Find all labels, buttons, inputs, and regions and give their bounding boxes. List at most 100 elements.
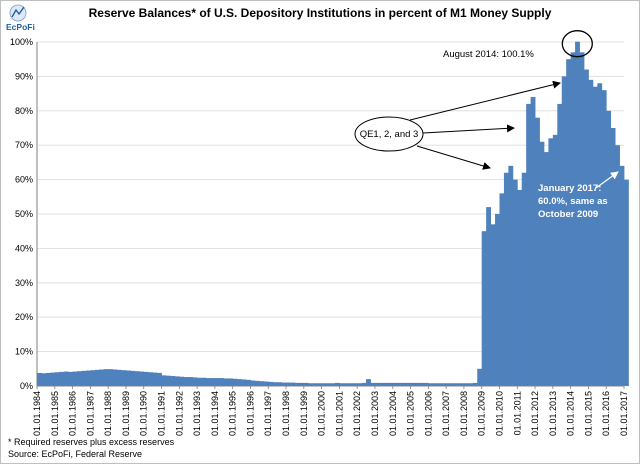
bar xyxy=(317,383,323,386)
bar xyxy=(299,382,305,386)
x-tick-label: 01.01.1998 xyxy=(281,391,291,436)
bar xyxy=(277,382,282,386)
bar xyxy=(308,383,314,386)
bar xyxy=(352,383,358,386)
bar xyxy=(63,371,69,386)
jan2017-arrow xyxy=(595,171,619,189)
bar xyxy=(143,371,149,386)
x-tick-label: 01.01.2008 xyxy=(459,391,469,436)
bar xyxy=(85,370,91,386)
x-tick-label: 01.01.2010 xyxy=(494,391,504,436)
bar xyxy=(205,378,211,386)
x-tick-label: 01.01.2013 xyxy=(548,391,558,436)
bar xyxy=(526,103,532,387)
peak-highlight-circle xyxy=(561,30,593,58)
x-tick-label: 01.01.1987 xyxy=(85,391,95,436)
bar xyxy=(348,383,354,386)
bar xyxy=(495,214,500,386)
bar xyxy=(401,382,407,386)
bar xyxy=(125,370,131,386)
bar xyxy=(397,382,403,386)
footnote-source: Source: EcPoFi, Federal Reserve xyxy=(8,449,142,459)
bar xyxy=(575,41,580,386)
x-tick-label: 01.01.2004 xyxy=(388,391,398,436)
bar xyxy=(214,378,220,386)
y-tick-label: 70% xyxy=(15,140,33,150)
bar xyxy=(103,369,109,386)
bar xyxy=(624,179,629,386)
bar xyxy=(512,179,518,386)
bar xyxy=(552,134,558,386)
x-tick-label: 01.01.1990 xyxy=(139,391,149,436)
bar xyxy=(503,172,509,386)
x-tick-label: 01.01.1984 xyxy=(32,391,42,436)
x-tick-label: 01.01.2001 xyxy=(334,391,344,436)
bar xyxy=(192,377,198,386)
bar xyxy=(254,380,260,386)
y-tick-label: 30% xyxy=(15,278,33,288)
bar xyxy=(486,207,491,386)
bar xyxy=(174,376,180,386)
bar xyxy=(148,372,154,386)
bar xyxy=(210,378,216,386)
bar xyxy=(583,69,589,387)
bar xyxy=(392,382,398,386)
bar xyxy=(241,379,247,386)
x-tick-label: 01.01.1991 xyxy=(157,391,167,436)
x-tick-label: 01.01.2000 xyxy=(317,391,327,436)
x-tick-label: 01.01.1994 xyxy=(210,391,220,436)
bar xyxy=(37,372,42,386)
bar xyxy=(366,379,371,386)
bar xyxy=(281,382,287,386)
bar xyxy=(437,383,443,386)
bar xyxy=(343,383,349,386)
x-tick-label: 01.01.2011 xyxy=(512,391,522,435)
jan2017-annotation-line1: January 2017: xyxy=(538,183,601,194)
qe-ellipse xyxy=(354,116,424,152)
y-tick-label: 90% xyxy=(15,71,33,81)
bar xyxy=(330,383,336,386)
bar xyxy=(588,79,594,386)
y-tick-label: 60% xyxy=(15,175,33,185)
bar xyxy=(446,383,451,386)
bar xyxy=(579,52,585,386)
bar xyxy=(379,382,385,386)
bar xyxy=(419,382,425,386)
bar xyxy=(45,372,51,386)
x-tick-label: 01.01.1996 xyxy=(245,391,255,436)
x-tick-labels: 01.01.1984 01.01.1985 01.01.1986 01.01.1987… xyxy=(32,386,629,436)
bar xyxy=(406,382,411,386)
bar xyxy=(112,369,118,386)
bar xyxy=(99,369,105,386)
jan2017-annotation-line2: 60.0%, same as xyxy=(538,196,608,207)
bar xyxy=(361,382,367,386)
bar xyxy=(117,369,122,386)
bar xyxy=(54,372,60,386)
bar xyxy=(490,224,496,386)
bar xyxy=(557,103,563,387)
bar xyxy=(223,378,229,386)
bar xyxy=(334,382,340,386)
bar xyxy=(303,382,309,386)
bar xyxy=(383,382,389,386)
qe-arrow-qe2 xyxy=(422,124,515,134)
x-tick-label: 01.01.2009 xyxy=(477,391,487,436)
bar xyxy=(535,117,540,387)
x-tick-label: 01.01.2003 xyxy=(370,391,380,436)
bar xyxy=(232,378,238,386)
x-tick-label: 01.01.2007 xyxy=(441,391,451,436)
y-tick-label: 40% xyxy=(15,243,33,253)
bar xyxy=(499,193,505,386)
bar xyxy=(77,371,82,386)
bar xyxy=(472,382,478,386)
bar xyxy=(165,375,171,386)
ecpofi-logo: EcPoFi xyxy=(6,4,35,32)
bar xyxy=(388,382,394,386)
bar xyxy=(370,382,376,386)
bar xyxy=(201,377,207,386)
x-tick-label: 01.01.1988 xyxy=(103,391,113,436)
bar xyxy=(610,128,616,386)
bar xyxy=(188,377,194,386)
bar xyxy=(72,371,78,386)
